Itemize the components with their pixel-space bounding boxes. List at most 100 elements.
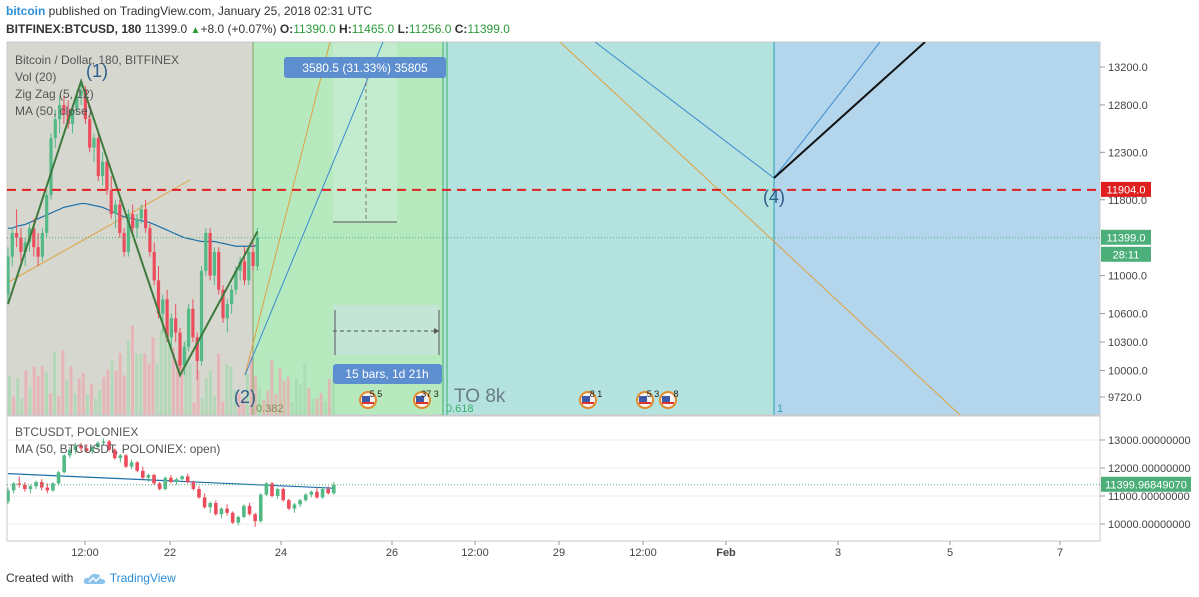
volume-bar [241, 398, 245, 415]
volume-bar [245, 373, 249, 415]
candle-body [56, 472, 61, 484]
candle-body [62, 455, 66, 473]
candle-body [62, 104, 66, 115]
candle-body [169, 318, 173, 338]
candle-body [39, 482, 44, 488]
price-tag-label: 11399.0 [1107, 232, 1146, 244]
candle-body [73, 445, 78, 450]
main-price-axis[interactable]: 13200.0 12800.0 12300.0 11800.0 11000.0 10600… [1100, 62, 1148, 404]
main-legend: Bitcoin / Dollar, 180, BITFINEX Vol (20) Z… [15, 53, 179, 118]
event-flag-icon[interactable]: 37 3 [413, 389, 439, 409]
author-link[interactable]: bitcoin [6, 4, 46, 18]
candle-body [163, 477, 168, 489]
y-tick-label: 13000.00000000 [1108, 435, 1191, 447]
x-tick-label: 3 [835, 547, 841, 559]
volume-bar [49, 393, 52, 415]
volume-bar [118, 353, 122, 415]
event-flag-icon[interactable]: 8 [659, 389, 679, 409]
candle-body [40, 232, 44, 257]
candle-body [264, 483, 269, 495]
candle-body [326, 489, 330, 494]
y-tick-label: 11000.0 [1108, 271, 1147, 283]
volume-bar [77, 378, 81, 415]
volume-bar [176, 360, 180, 415]
volume-bar [40, 366, 44, 415]
candle-body [225, 304, 229, 319]
volume-bars [8, 325, 335, 415]
candle-body [247, 505, 252, 515]
volume-bar [225, 364, 229, 415]
candle-body [101, 441, 106, 443]
candle-body [101, 161, 105, 177]
volume-bar [65, 379, 69, 415]
volume-bar [188, 363, 192, 415]
close-label: C: [454, 22, 468, 36]
x-tick-label: 12:00 [629, 547, 657, 559]
candle-body [208, 232, 212, 276]
candle-body [331, 484, 336, 494]
event-flag-icon[interactable]: 5 5 [359, 389, 382, 409]
x-tick-label: 29 [553, 547, 565, 559]
low-value: 11256.0 [408, 22, 452, 36]
main-candles [7, 81, 259, 380]
candle-body [281, 489, 286, 501]
x-tick-label: 12:00 [71, 547, 99, 559]
event-markers[interactable]: 5 5 37 3 8 1 5 3 8 [359, 389, 679, 409]
candle-body [34, 482, 38, 487]
candle-body [15, 232, 19, 238]
candle-body [96, 442, 100, 447]
target-annotation: TO 8k [454, 386, 506, 407]
candle-body [118, 204, 122, 233]
price-tag [1101, 181, 1151, 197]
fib-label: 0.618 [446, 403, 474, 415]
lower-candles [7, 438, 336, 527]
volume-bar [204, 377, 208, 415]
candle-body [165, 299, 169, 338]
price-change: +8.0 (+0.07%) [200, 22, 277, 36]
tradingview-link[interactable]: TradingView [109, 571, 176, 585]
y-tick-label: 12800.0 [1108, 100, 1148, 112]
candle-body [157, 483, 162, 489]
event-flag-icon[interactable]: 8 1 [579, 389, 602, 409]
candle-body [185, 476, 190, 482]
volume-bar [192, 402, 196, 415]
zigzag-line [7, 78, 259, 378]
candle-body [84, 448, 89, 452]
volume-bar [266, 390, 270, 415]
volume-bar [61, 350, 65, 415]
volume-bar [85, 394, 89, 415]
low-label: L: [397, 22, 409, 36]
candle-body [49, 138, 53, 196]
candle-body [90, 447, 95, 452]
wave-labels: (1) (2) (4) [86, 61, 785, 407]
event-count: 8 [673, 389, 678, 399]
candle-body [23, 242, 27, 252]
candle-body [292, 504, 297, 509]
event-flag-icon[interactable]: 5 3 [636, 389, 659, 409]
y-tick-label: 10000.00000000 [1108, 519, 1191, 531]
open-value: 11390.0 [293, 22, 336, 36]
candle-body [79, 90, 83, 96]
candle-body [298, 500, 302, 505]
x-tick-label: 26 [386, 547, 398, 559]
candle-body [10, 232, 14, 257]
candle-body [36, 247, 40, 257]
candle-body [221, 289, 225, 319]
event-count: 37 3 [421, 389, 439, 399]
tradingview-cloud-icon [83, 573, 105, 584]
candle-body [112, 449, 117, 459]
candle-body [126, 213, 130, 252]
time-axis[interactable]: 12:00 22 24 26 12:00 29 12:00 Feb 3 5 7 [7, 540, 1100, 559]
y-tick-label: 10600.0 [1108, 309, 1148, 321]
candle-body [219, 508, 224, 515]
candle-body [113, 204, 118, 214]
bar-range-text: 15 bars, 1d 21h [345, 367, 428, 381]
volume-bar [196, 370, 200, 415]
open-label: O: [279, 22, 294, 36]
x-tick-label: 22 [164, 547, 176, 559]
volume-bar [36, 375, 40, 415]
candle-body [105, 161, 109, 191]
lower-price-axis[interactable]: 13000.00000000 12000.00000000 11000.000000… [1100, 435, 1191, 531]
candle-body [58, 104, 62, 120]
